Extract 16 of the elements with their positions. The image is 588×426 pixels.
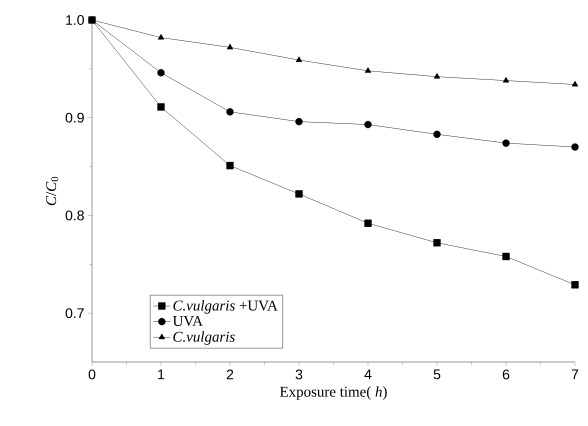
x-tick-label: 7	[572, 370, 578, 380]
x-axis-title: Exposure time( h)	[280, 386, 387, 400]
legend-label: UVA	[172, 316, 203, 326]
x-tick-label: 0	[88, 370, 96, 380]
x-tick-label: 5	[434, 370, 440, 380]
y-tick-label: 0.9	[66, 112, 84, 123]
x-tick-label: 2	[226, 370, 234, 380]
x-tick-label: 3	[296, 370, 302, 380]
legend-label: C.vulgaris +UVA	[173, 300, 278, 314]
y-tick-label: 1.0	[66, 15, 84, 25]
legend-label: C.vulgaris	[173, 331, 235, 345]
y-tick-label: 0.8	[66, 210, 84, 220]
x-tick-label: 4	[364, 370, 372, 380]
x-tick-label: 6	[502, 370, 510, 380]
x-tick-label: 1	[158, 370, 164, 380]
y-tick-label: 0.7	[66, 308, 84, 318]
